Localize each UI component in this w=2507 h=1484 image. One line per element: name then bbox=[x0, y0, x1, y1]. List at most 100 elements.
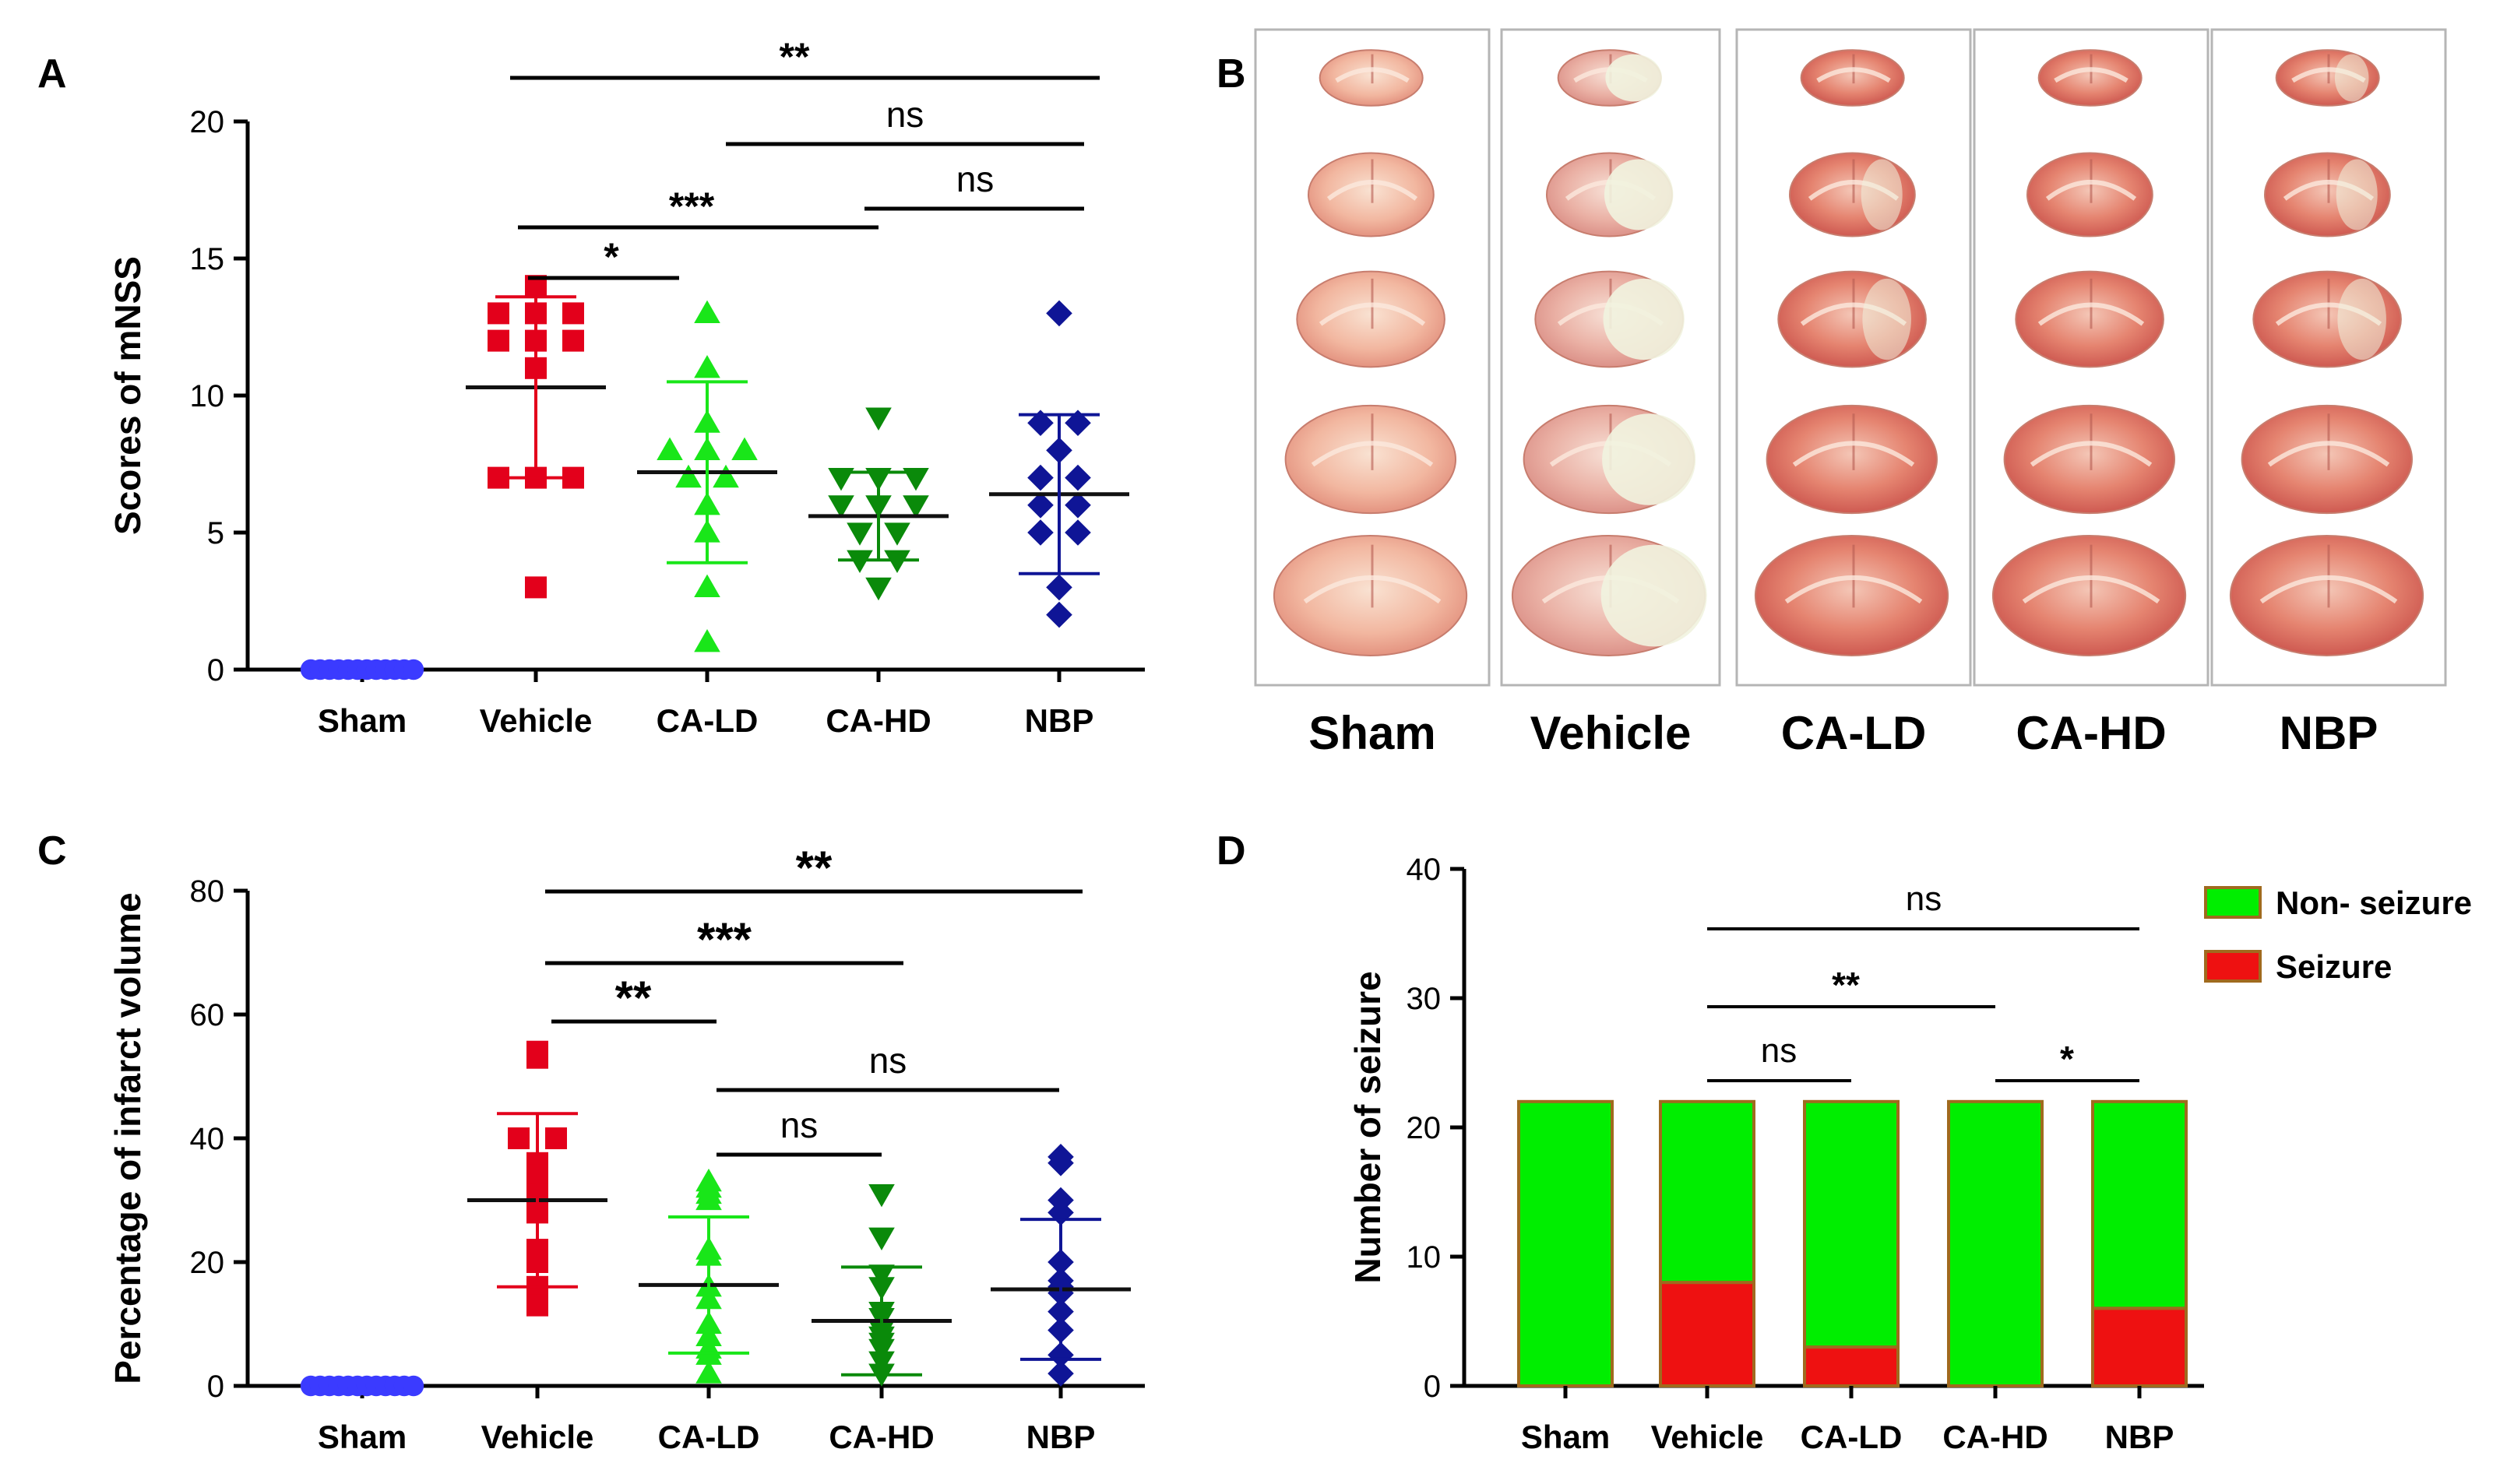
data-point bbox=[562, 329, 584, 352]
series-ca-hd bbox=[808, 407, 949, 601]
brain-white-matter bbox=[2045, 179, 2137, 201]
significance-label: ns bbox=[886, 94, 924, 135]
data-point bbox=[657, 437, 683, 460]
legend-item: Non- seizure bbox=[2204, 884, 2472, 921]
significance-label: *** bbox=[669, 185, 715, 228]
bar-group bbox=[1659, 1099, 1755, 1387]
photo-group-label: Vehicle bbox=[1530, 707, 1692, 759]
data-point bbox=[1048, 1150, 1074, 1176]
data-point bbox=[868, 1227, 895, 1250]
x-tick-label: Vehicle bbox=[481, 1419, 594, 1455]
x-tick-label: NBP bbox=[1026, 1419, 1096, 1455]
data-point bbox=[508, 1127, 530, 1149]
photo-column bbox=[1254, 28, 1491, 687]
infarct-region bbox=[1602, 413, 1696, 505]
brain-slice bbox=[2229, 535, 2424, 656]
data-point bbox=[1027, 410, 1054, 436]
photo-column bbox=[1735, 28, 1972, 687]
y-tick-label: 10 bbox=[190, 379, 225, 413]
legend-label: Seizure bbox=[2276, 948, 2392, 985]
brain-white-matter bbox=[2054, 67, 2128, 83]
data-point bbox=[903, 495, 929, 519]
x-tick-label: CA-LD bbox=[658, 1419, 760, 1455]
brain-white-matter bbox=[1311, 441, 1434, 467]
brain-white-matter bbox=[1319, 302, 1426, 326]
x-tick-label: CA-HD bbox=[829, 1419, 934, 1455]
significance-label: ns bbox=[956, 159, 995, 199]
series-nbp bbox=[991, 1144, 1131, 1387]
y-tick-label: 80 bbox=[190, 874, 225, 909]
bar-non-seizure bbox=[1803, 1099, 1900, 1349]
x-tick-label: Sham bbox=[1521, 1419, 1610, 1455]
significance-label: ** bbox=[615, 972, 652, 1024]
significance-label: * bbox=[2060, 1039, 2074, 1079]
panel-letter-a: A bbox=[37, 51, 67, 97]
bar-seizure bbox=[1659, 1281, 1755, 1387]
series-vehicle bbox=[467, 1040, 607, 1317]
brain-slice bbox=[1296, 270, 1445, 368]
data-point bbox=[1048, 1360, 1074, 1387]
x-tick-label: NBP bbox=[1025, 702, 1094, 739]
bar-seizure bbox=[2091, 1306, 2188, 1388]
series-sham bbox=[300, 1375, 424, 1397]
panel-letter-d: D bbox=[1217, 828, 1246, 874]
data-point bbox=[526, 1294, 548, 1317]
data-point bbox=[1027, 464, 1054, 491]
data-point bbox=[403, 1375, 424, 1397]
x-tick-label: Sham bbox=[318, 702, 407, 739]
brain-white-matter bbox=[1784, 575, 1923, 604]
significance-label: *** bbox=[697, 913, 752, 965]
data-point bbox=[562, 302, 584, 325]
brain-slice bbox=[1284, 404, 1457, 515]
y-tick-label: 0 bbox=[207, 1370, 224, 1404]
data-point bbox=[1046, 574, 1072, 601]
y-tick-label: 40 bbox=[190, 1122, 225, 1156]
data-point bbox=[713, 464, 739, 488]
y-tick-label: 0 bbox=[1424, 1370, 1441, 1404]
brain-white-matter bbox=[1303, 575, 1442, 604]
chart-D: 0 10 20 30 40 Number of seizure Sham Vehicle CA-… bbox=[1347, 853, 2472, 1455]
significance-label: * bbox=[604, 235, 619, 279]
infarct-region bbox=[1603, 278, 1685, 360]
brain-slice bbox=[1766, 404, 1938, 515]
data-point bbox=[1027, 492, 1054, 519]
chart-C: 0 20 40 60 80 Percentage of infarct volume Sha… bbox=[107, 842, 1145, 1455]
y-tick-label: 10 bbox=[1407, 1240, 1442, 1275]
y-tick-label: 15 bbox=[190, 242, 225, 276]
bar-group bbox=[2091, 1099, 2188, 1388]
data-point bbox=[545, 1127, 567, 1149]
brain-slice bbox=[1991, 535, 2187, 656]
y-tick-label: 0 bbox=[207, 653, 224, 687]
photo-column bbox=[1500, 28, 1721, 687]
x-tick-label: NBP bbox=[2105, 1419, 2174, 1455]
bar-seizure bbox=[1803, 1345, 1900, 1387]
bar-non-seizure bbox=[1517, 1099, 1614, 1388]
data-point bbox=[1065, 492, 1091, 519]
y-tick-label: 20 bbox=[1407, 1111, 1442, 1145]
legend-label: Non- seizure bbox=[2276, 884, 2472, 921]
infarct-region bbox=[1605, 54, 1662, 102]
bar-group bbox=[1947, 1099, 2044, 1388]
legend-swatch bbox=[2204, 886, 2262, 919]
x-tick-label: CA-LD bbox=[657, 702, 759, 739]
infarct-region bbox=[1862, 278, 1911, 360]
data-point bbox=[526, 1046, 548, 1069]
brain-slice bbox=[2241, 404, 2414, 515]
brain-white-matter bbox=[2259, 575, 2398, 604]
data-point bbox=[1065, 519, 1091, 546]
infarct-region bbox=[1861, 159, 1903, 230]
y-tick-label: 60 bbox=[190, 998, 225, 1032]
bar-non-seizure bbox=[2091, 1099, 2188, 1310]
data-point bbox=[525, 576, 547, 599]
brain-slice bbox=[1754, 535, 1949, 656]
x-tick-label: Vehicle bbox=[480, 702, 593, 739]
legend-item: Seizure bbox=[2204, 948, 2392, 985]
photo-column bbox=[2210, 28, 2447, 687]
x-tick-label: CA-LD bbox=[1801, 1419, 1903, 1455]
y-tick-label: 5 bbox=[207, 516, 224, 550]
data-point bbox=[488, 302, 509, 325]
data-point bbox=[675, 464, 702, 488]
photo-panel: Sham Vehicle CA-LD CA-HD NBP bbox=[1254, 28, 2447, 759]
data-point bbox=[1046, 601, 1072, 628]
photo-column bbox=[1973, 28, 2209, 687]
